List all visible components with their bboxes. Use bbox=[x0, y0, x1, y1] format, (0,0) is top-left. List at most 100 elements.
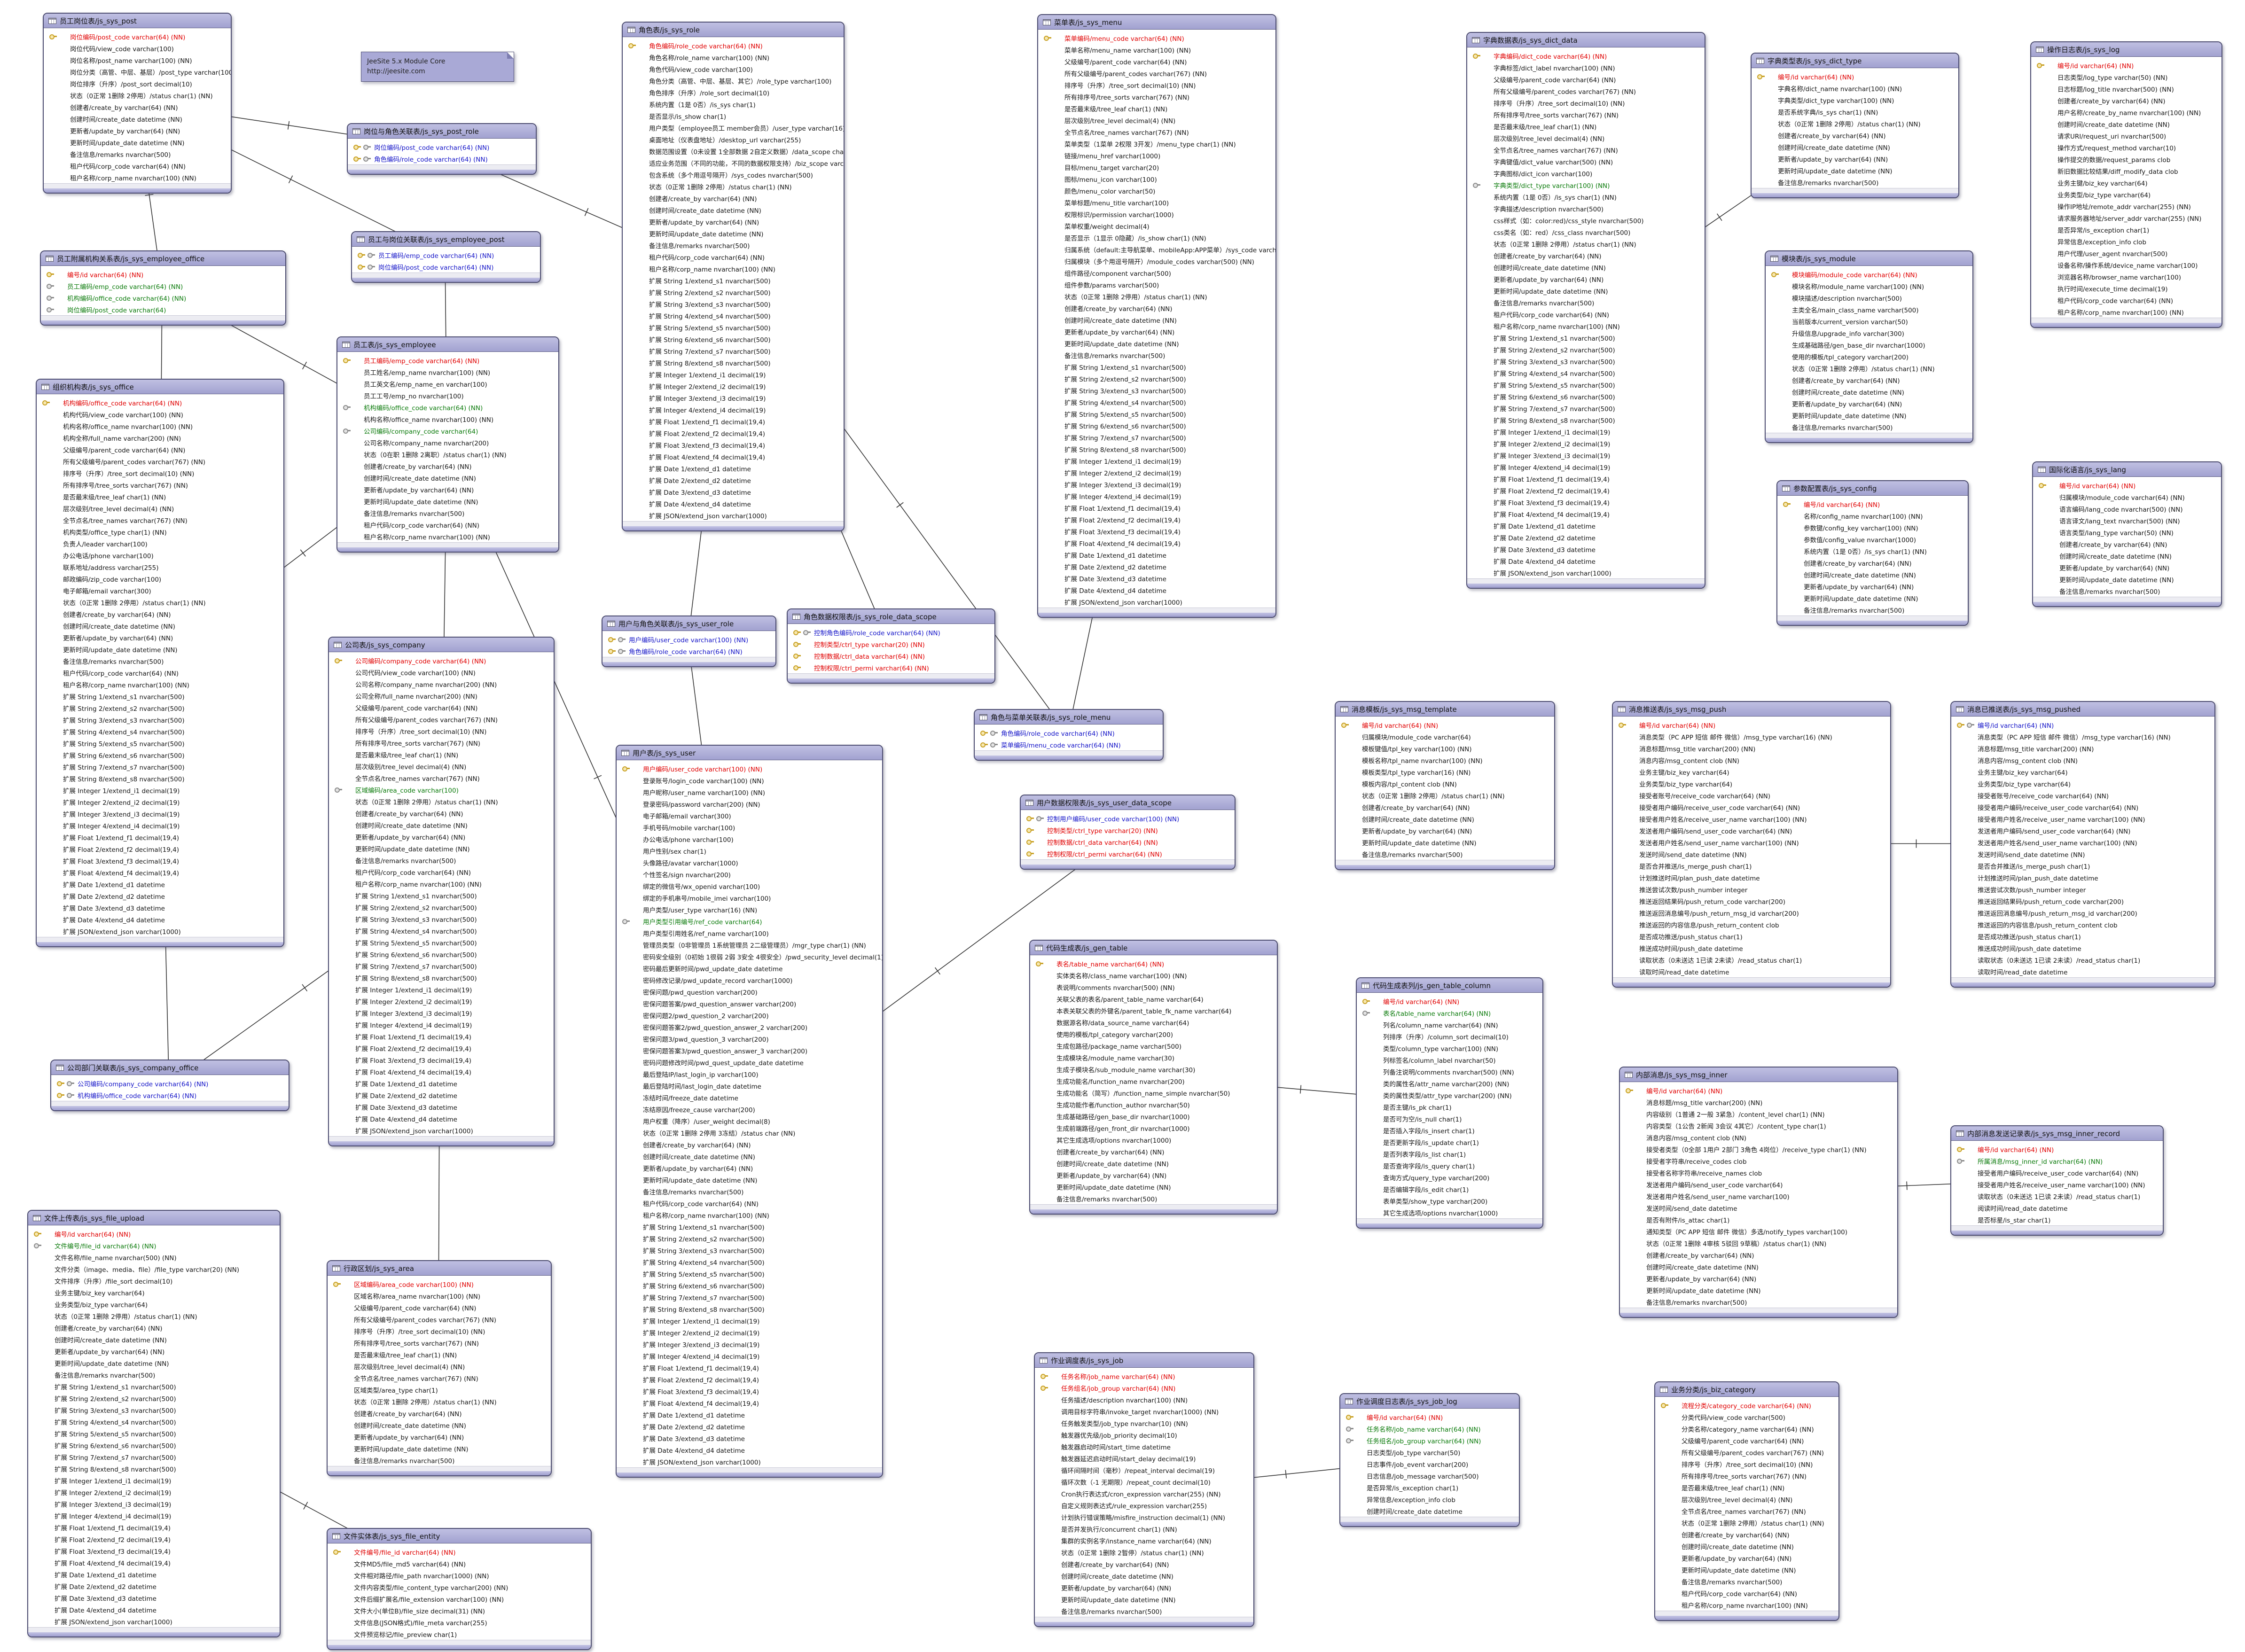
field-row[interactable]: 扩展 String 1/extend_s1 nvarchar(500) bbox=[329, 889, 554, 901]
field-row[interactable]: 创建时间/create_date datetime (NN) bbox=[328, 1419, 551, 1431]
table-employee[interactable]: 员工表/js_sys_employee 员工编码/emp_code varchar… bbox=[336, 336, 559, 553]
field-row[interactable]: 扩展 String 7/extend_s7 nvarchar(500) bbox=[1467, 402, 1705, 414]
field-row[interactable]: 菜单权重/weight decimal(4) bbox=[1038, 220, 1275, 232]
field-row[interactable]: 阅读时间/read_date datetime bbox=[1951, 1202, 2163, 1214]
field-row[interactable]: 文件内容类型/file_content_type varchar(200) (N… bbox=[328, 1581, 591, 1593]
field-row[interactable]: 状态（0正常 1删除 2停用）/status char(1) (NN) bbox=[1766, 362, 1972, 374]
field-row[interactable]: 循环间隔时间（毫秒）/repeat_interval decimal(19) bbox=[1035, 1464, 1253, 1476]
field-row[interactable]: 菜单标题/menu_title varchar(100) bbox=[1038, 196, 1275, 208]
field-row[interactable]: 权限标识/permission varchar(1000) bbox=[1038, 208, 1275, 220]
field-row[interactable]: 扩展 Integer 4/extend_i4 decimal(19) bbox=[1038, 490, 1275, 502]
field-row[interactable]: 控制类型/ctrl_type varchar(20) (NN) bbox=[1021, 824, 1235, 836]
field-row[interactable]: 文件名称/file_name nvarchar(500) (NN) bbox=[28, 1251, 280, 1263]
field-row[interactable]: 电子邮箱/email varchar(300) bbox=[37, 584, 283, 596]
field-row[interactable]: 编号/id varchar(64) (NN) bbox=[41, 268, 285, 280]
field-row[interactable]: 备注信息/remarks nvarchar(500) bbox=[1777, 604, 1968, 616]
table-dict_type[interactable]: 字典类型表/js_sys_dict_type 编号/id varchar(64) … bbox=[1751, 53, 1959, 198]
field-row[interactable]: 文件排序（升序）/file_sort decimal(10) bbox=[28, 1275, 280, 1286]
field-row[interactable]: 备注信息/remarks nvarchar(500) bbox=[1336, 848, 1554, 860]
field-row[interactable]: 扩展 String 2/extend_s2 nvarchar(500) bbox=[1038, 373, 1275, 384]
field-row[interactable]: 岗位分类（高管、中层、基层）/post_type varchar(100) bbox=[44, 66, 231, 78]
field-row[interactable]: 更新时间/update_date datetime (NN) bbox=[328, 1442, 551, 1454]
field-row[interactable]: 扩展 Integer 3/extend_i3 decimal(19) bbox=[1038, 478, 1275, 490]
field-row[interactable]: 扩展 String 3/extend_s3 nvarchar(500) bbox=[617, 1244, 882, 1256]
field-row[interactable]: 区域类型/area_type char(1) bbox=[328, 1384, 551, 1395]
field-row[interactable]: 扩展 String 5/extend_s5 nvarchar(500) bbox=[28, 1427, 280, 1439]
field-row[interactable]: 流程分类/category_code varchar(64) (NN) bbox=[1655, 1399, 1838, 1411]
field-row[interactable]: 使用的模板/tpl_category varchar(200) bbox=[1766, 351, 1972, 362]
field-row[interactable]: 创建时间/create_date datetime (NN) bbox=[1336, 813, 1554, 825]
field-row[interactable]: 编号/id varchar(64) (NN) bbox=[1951, 719, 2214, 731]
field-row[interactable]: 电子邮箱/email varchar(300) bbox=[617, 810, 882, 821]
field-row[interactable]: 创建时间/create_date datetime (NN) bbox=[1752, 141, 1958, 153]
field-row[interactable]: 更新者/update_by varchar(64) (NN) bbox=[28, 1345, 280, 1357]
field-row[interactable]: 推送返回的内容信息/push_return_content clob bbox=[1613, 919, 1890, 930]
field-row[interactable]: 生成包路径/package_name varchar(500) bbox=[1030, 1040, 1277, 1052]
field-row[interactable]: 扩展 String 8/extend_s8 nvarchar(500) bbox=[617, 1303, 882, 1315]
field-row[interactable]: 冻结时间/freeze_date datetime bbox=[617, 1091, 882, 1103]
field-row[interactable]: 用户编码/user_code varchar(100) (NN) bbox=[602, 633, 775, 645]
field-row[interactable]: 字典标签/dict_label nvarchar(100) (NN) bbox=[1467, 62, 1705, 73]
field-row[interactable]: 绑定的微信号/wx_openid varchar(100) bbox=[617, 880, 882, 892]
field-row[interactable]: 更新时间/update_date datetime (NN) bbox=[1766, 409, 1972, 421]
field-row[interactable]: 密码安全级别（0初始 1很弱 2弱 3安全 4很安全）/pwd_security… bbox=[617, 951, 882, 962]
field-row[interactable]: 岗位编码/post_code varchar(64) (NN) bbox=[352, 261, 540, 273]
field-row[interactable]: 扩展 Date 4/extend_d4 datetime bbox=[28, 1604, 280, 1615]
field-row[interactable]: 租户代码/corp_code varchar(64) (NN) bbox=[1655, 1587, 1838, 1599]
field-row[interactable]: 员工工号/emp_no nvarchar(100) bbox=[337, 390, 558, 401]
field-row[interactable]: 备注信息/remarks nvarchar(500) bbox=[1038, 349, 1275, 361]
field-row[interactable]: 扩展 String 2/extend_s2 nvarchar(500) bbox=[623, 286, 844, 298]
field-row[interactable]: 状态（0正常 1删除 2停用）/status char(1) (NN) bbox=[1038, 290, 1275, 302]
field-row[interactable]: 生成前端路径/gen_front_dir nvarchar(1000) bbox=[1030, 1122, 1277, 1134]
field-row[interactable]: 读取时间/read_date datetime bbox=[1951, 966, 2214, 977]
field-row[interactable]: 日志类型/log_type varchar(50) (NN) bbox=[2031, 71, 2222, 83]
field-row[interactable]: 扩展 String 8/extend_s8 nvarchar(500) bbox=[329, 972, 554, 983]
field-row[interactable]: 扩展 Date 4/extend_d4 datetime bbox=[37, 913, 283, 925]
field-row[interactable]: 创建时间/create_date datetime (NN) bbox=[2033, 550, 2221, 561]
field-row[interactable]: 模板类型/tpl_type varchar(16) (NN) bbox=[1336, 766, 1554, 778]
field-row[interactable]: 扩展 Date 2/extend_d2 datetime bbox=[37, 890, 283, 902]
field-row[interactable]: 编号/id varchar(64) (NN) bbox=[2033, 479, 2221, 491]
field-row[interactable]: 状态（0正常 1删除 2停用）/status char(1) (NN) bbox=[37, 596, 283, 608]
field-row[interactable]: 所有排序号/tree_sorts varchar(767) (NN) bbox=[37, 479, 283, 491]
field-row[interactable]: 扩展 String 1/extend_s1 nvarchar(500) bbox=[37, 690, 283, 702]
table-header[interactable]: 组织机构表/js_sys_office bbox=[37, 380, 283, 394]
table-header[interactable]: 公司部门关联表/js_sys_company_office bbox=[51, 1060, 289, 1075]
field-row[interactable]: 日志信息/job_message varchar(500) bbox=[1340, 1470, 1519, 1481]
field-row[interactable]: 扩展 String 7/extend_s7 nvarchar(500) bbox=[37, 761, 283, 772]
field-row[interactable]: 编号/id varchar(64) (NN) bbox=[1357, 995, 1542, 1007]
field-row[interactable]: 扩展 JSON/extend_json varchar(1000) bbox=[1038, 596, 1275, 608]
field-row[interactable]: 扩展 String 3/extend_s3 nvarchar(500) bbox=[1467, 355, 1705, 367]
field-row[interactable]: 创建者/create_by varchar(64) (NN) bbox=[328, 1407, 551, 1419]
table-menu[interactable]: 菜单表/js_sys_menu 菜单编码/menu_code varchar(64… bbox=[1037, 14, 1276, 618]
table-header[interactable]: 操作日志表/js_sys_log bbox=[2031, 42, 2222, 57]
field-row[interactable]: 父级编号/parent_code varchar(64) (NN) bbox=[1655, 1434, 1838, 1446]
field-row[interactable]: 状态（0在职 1删除 2离职）/status char(1) (NN) bbox=[337, 448, 558, 460]
field-row[interactable]: 文件信息(JSON格式)/file_meta varchar(255) bbox=[328, 1616, 591, 1628]
field-row[interactable]: 扩展 Float 2/extend_f2 decimal(19,4) bbox=[28, 1533, 280, 1545]
field-row[interactable]: 备注信息/remarks nvarchar(500) bbox=[28, 1369, 280, 1380]
field-row[interactable]: 角色编码/role_code varchar(64) (NN) bbox=[348, 153, 536, 164]
field-row[interactable]: 创建者/create_by varchar(64) (NN) bbox=[623, 192, 844, 204]
field-row[interactable]: 文件相对路径/file_path nvarchar(1000) (NN) bbox=[328, 1569, 591, 1581]
field-row[interactable]: 更新时间/update_date datetime (NN) bbox=[617, 1174, 882, 1185]
field-row[interactable]: 备注信息/remarks nvarchar(500) bbox=[1467, 296, 1705, 308]
field-row[interactable]: 发送者用户编码/send_user_code varchar(64) bbox=[1620, 1178, 1897, 1190]
field-row[interactable]: 扩展 String 6/extend_s6 nvarchar(500) bbox=[623, 333, 844, 345]
field-row[interactable]: 扩展 Date 3/extend_d3 datetime bbox=[37, 902, 283, 913]
field-row[interactable]: 控制权限/ctrl_permi varchar(64) (NN) bbox=[788, 662, 994, 673]
field-row[interactable]: 最后登陆时间/last_login_date datetime bbox=[617, 1080, 882, 1091]
table-office[interactable]: 组织机构表/js_sys_office 机构编码/office_code varc… bbox=[36, 379, 284, 947]
field-row[interactable]: 岗位编码/post_code varchar(64) (NN) bbox=[348, 141, 536, 153]
field-row[interactable]: 系统内置（1是 0否）/is_sys char(1) (NN) bbox=[1467, 191, 1705, 203]
field-row[interactable]: 扩展 Float 3/extend_f3 decimal(19,4) bbox=[28, 1545, 280, 1557]
field-row[interactable]: 生成功能名/function_name nvarchar(200) bbox=[1030, 1075, 1277, 1087]
field-row[interactable]: 状态（0正常 1删除 2暂停）/status char(1) (NN) bbox=[1035, 1546, 1253, 1558]
field-row[interactable]: 扩展 Float 1/extend_f1 decimal(19,4) bbox=[623, 415, 844, 427]
field-row[interactable]: 操作提交的数据/request_params clob bbox=[2031, 153, 2222, 165]
field-row[interactable]: 更新时间/update_date datetime (NN) bbox=[1030, 1181, 1277, 1192]
field-row[interactable]: 分类代码/view_code varchar(500) bbox=[1655, 1411, 1838, 1423]
table-msg_template[interactable]: 消息模板/js_sys_msg_template 编号/id varchar(64… bbox=[1335, 701, 1555, 870]
field-row[interactable]: 创建时间/create_date datetime (NN) bbox=[1035, 1570, 1253, 1582]
field-row[interactable]: 租户名称/corp_name nvarchar(100) (NN) bbox=[617, 1209, 882, 1221]
